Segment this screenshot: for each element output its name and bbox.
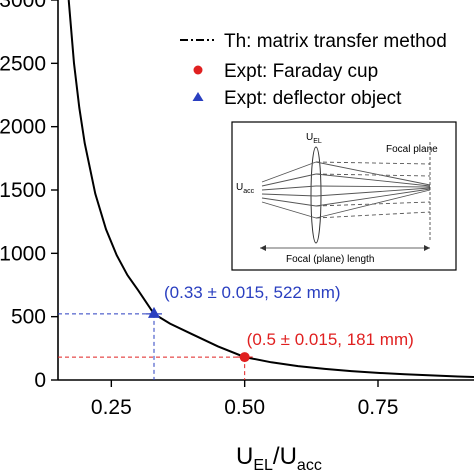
- y-ticks: 0 500 1000 1500 2000 2500 3000: [0, 0, 58, 392]
- point-deflector: [148, 306, 160, 318]
- inset-lens: [310, 146, 322, 244]
- y-tick-label: 1000: [0, 242, 46, 265]
- y-tick-label: 2000: [0, 116, 46, 139]
- point-faraday: [239, 352, 250, 363]
- x-axis-label: UEL/Uacc: [236, 443, 322, 474]
- legend-faraday-label: Expt: Faraday cup: [224, 61, 378, 82]
- inset-label-focal-plane: Focal plane: [386, 144, 438, 155]
- annotation-faraday: (0.5 ± 0.015, 181 mm): [247, 330, 414, 349]
- inset-arrow-head-right: [424, 245, 430, 251]
- legend-theory-label: Th: matrix transfer method: [224, 31, 447, 52]
- y-tick-label: 2500: [0, 52, 46, 75]
- x-tick-label: 0.75: [358, 396, 399, 419]
- inset-diagram: UEL Uacc Focal plane Focal (plane) lengt…: [231, 121, 457, 271]
- x-tick-label: 0.25: [91, 396, 132, 419]
- inset-label-uel: UEL: [306, 132, 322, 145]
- x-ticks: 0.25 0.50 0.75: [91, 380, 399, 419]
- data-points: [146, 306, 253, 363]
- y-tick-label: 500: [11, 306, 46, 329]
- x-tick-label: 0.50: [224, 396, 265, 419]
- inset-label-uacc: Uacc: [236, 182, 255, 195]
- legend-faraday-marker: [193, 65, 203, 75]
- legend-deflector-marker: [192, 92, 204, 101]
- inset-label-focal-length: Focal (plane) length: [286, 254, 374, 265]
- series-theory-line: [67, 0, 474, 378]
- legend: Th: matrix transfer method Expt: Faraday…: [180, 31, 447, 109]
- inset-frame: [231, 121, 457, 271]
- inset-rays: [261, 161, 431, 219]
- guide-lines: [58, 313, 246, 380]
- legend-deflector-label: Expt: deflector object: [224, 88, 402, 109]
- y-tick-label: 1500: [0, 179, 46, 202]
- annotation-deflector: (0.33 ± 0.015, 522 mm): [164, 283, 341, 302]
- y-tick-label: 3000: [0, 0, 46, 12]
- inset-arrow-head-left: [260, 245, 266, 251]
- y-tick-label: 0: [34, 369, 46, 392]
